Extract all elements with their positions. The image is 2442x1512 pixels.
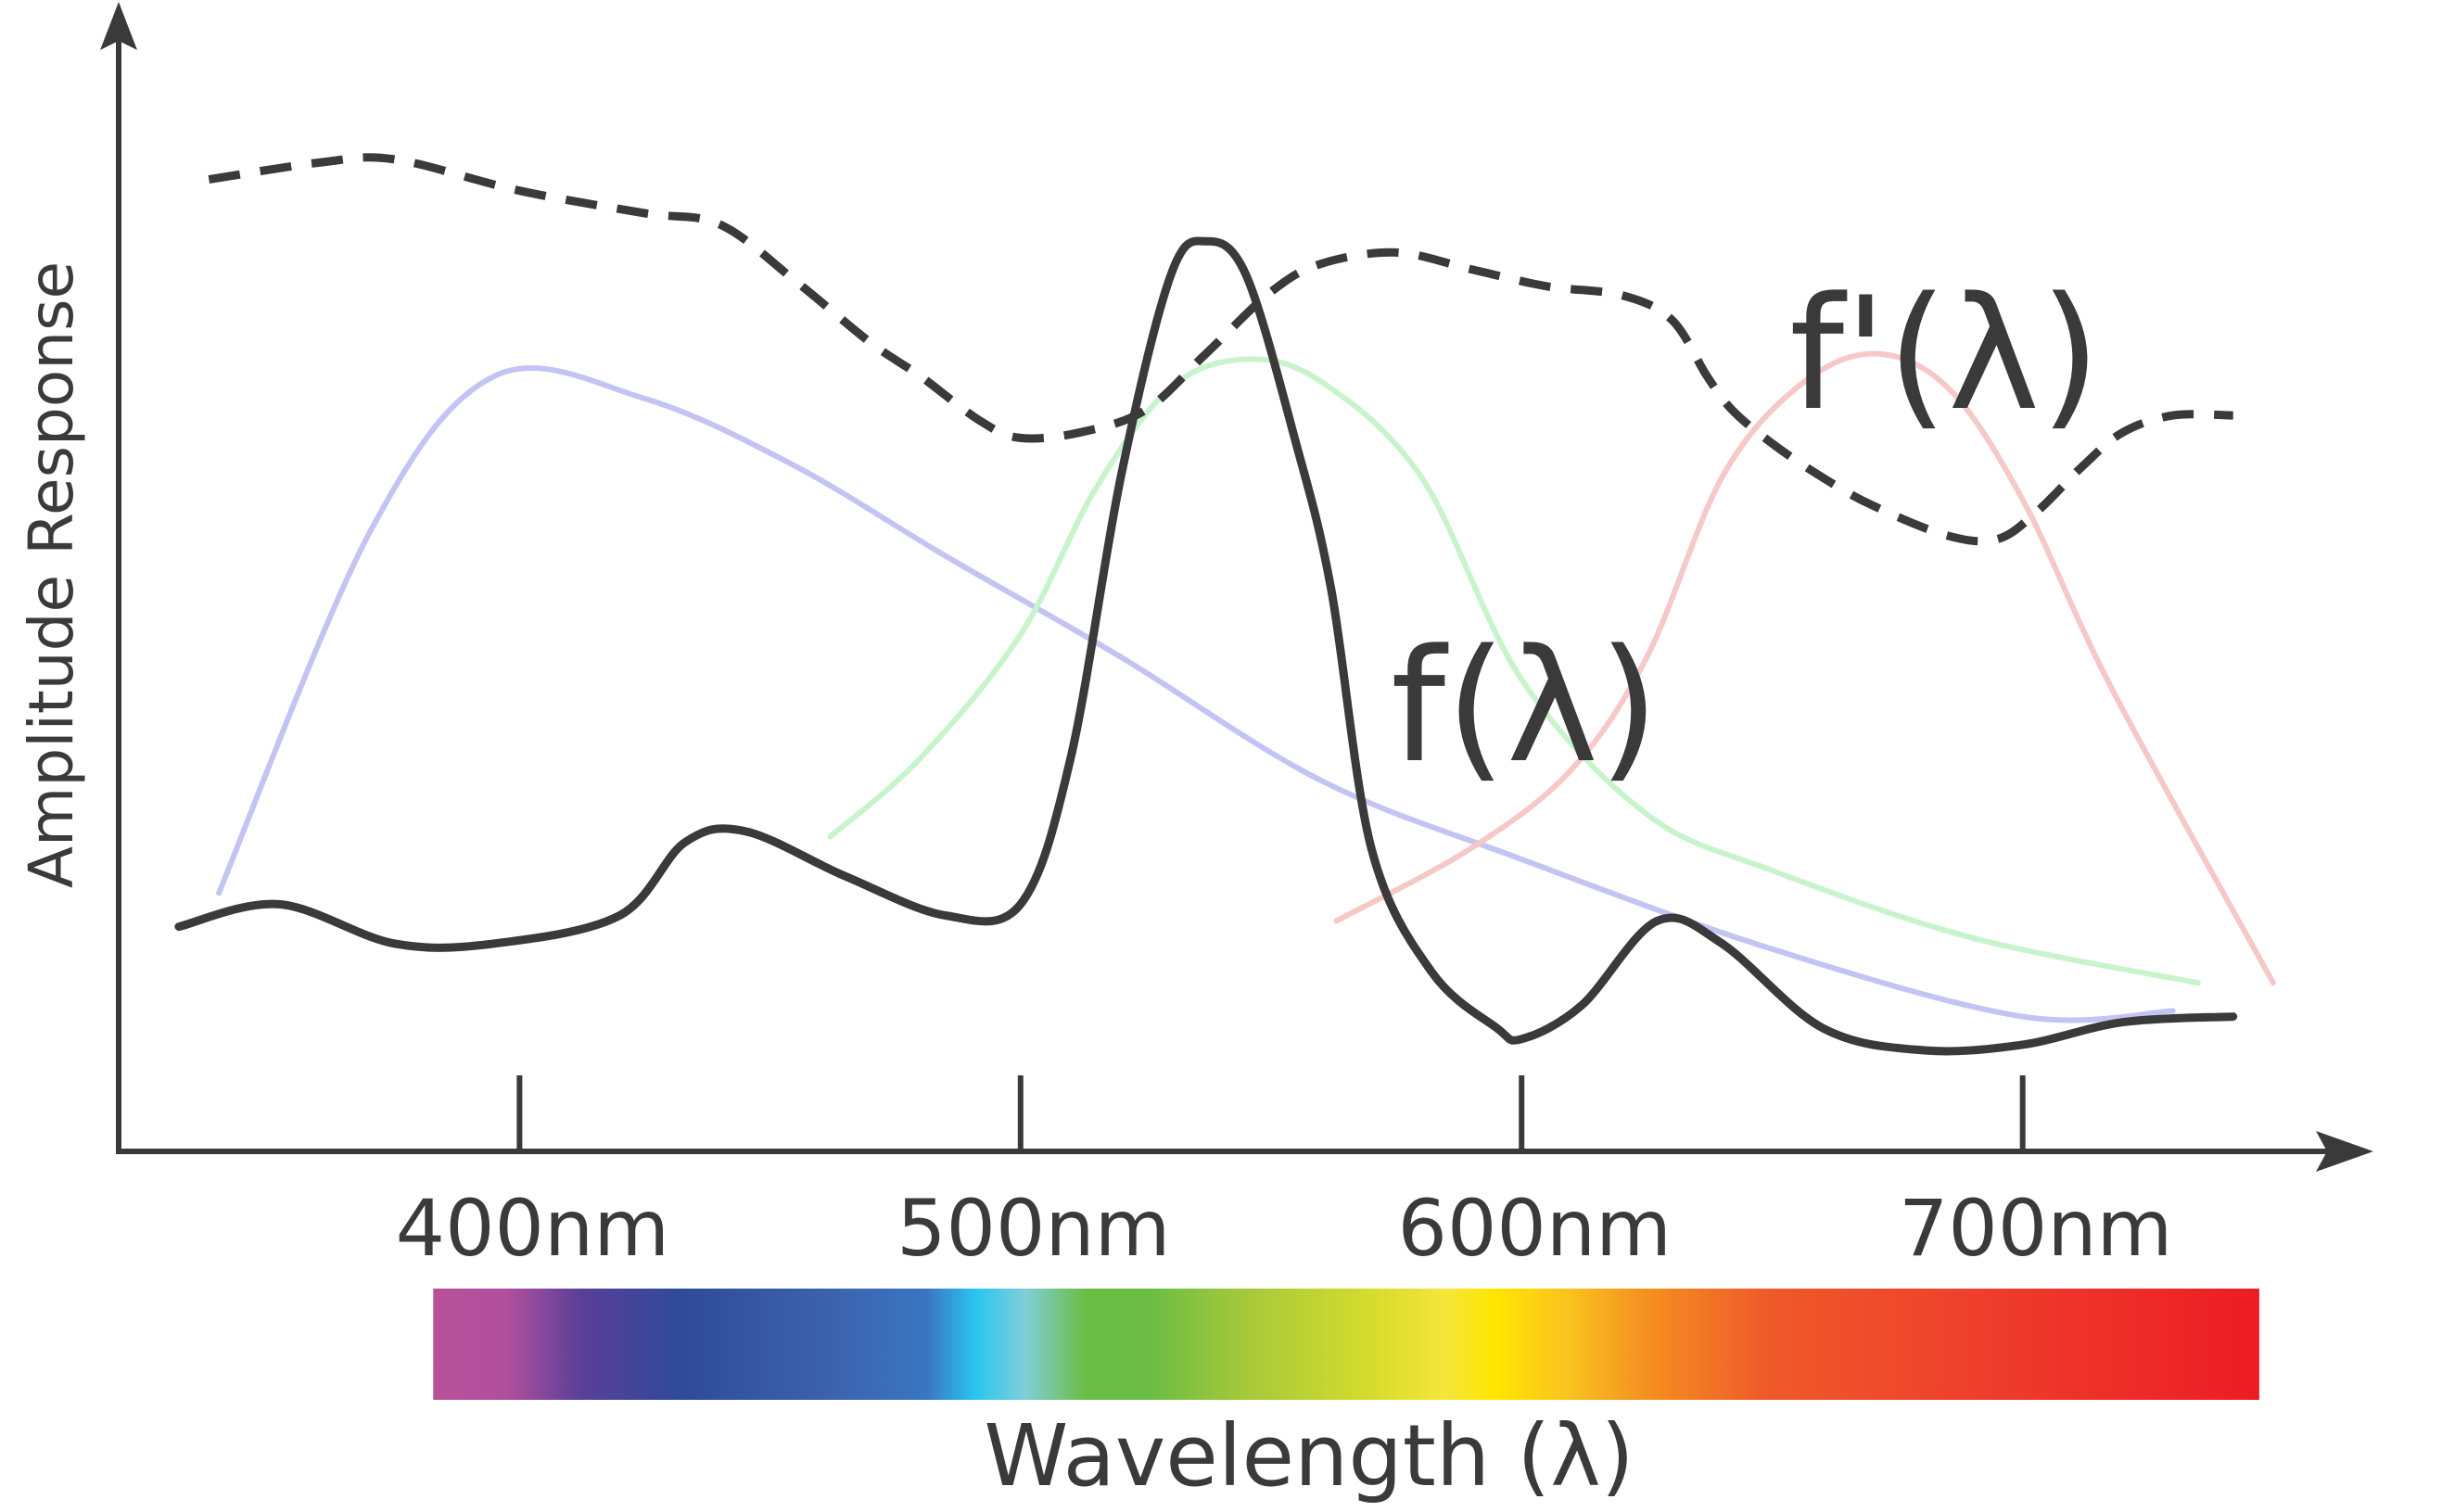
x-tick-label-600: 600nm [1398,1183,1672,1274]
cone-curve-3 [1333,350,2276,986]
axes [100,2,2373,1172]
x-tick-label-700: 700nm [1899,1183,2172,1274]
y-axis-label: Amplitude Response [16,261,87,888]
f-prime-lambda-label: f'(λ) [1789,263,2101,445]
x-axis-arrow [2316,1131,2373,1172]
f-prime-lambda-curve [208,153,2233,546]
x-axis-title: Wavelength (λ) [984,1406,1634,1506]
cone-response-curves [216,350,2276,1023]
y-axis-arrow [100,2,137,50]
x-axis-ticks: 400nm 500nm 600nm 700nm [396,1075,2172,1274]
x-tick-label-500: 500nm [897,1183,1170,1274]
cone-curve-2 [827,356,2201,986]
f-lambda-label: f(λ) [1391,616,1660,797]
x-tick-label-400: 400nm [396,1183,669,1274]
cone-curve-1 [216,365,2176,1023]
spectrum-bar [433,1289,2259,1400]
f-lambda-curve [174,236,2238,1056]
response-curves [174,153,2238,1056]
